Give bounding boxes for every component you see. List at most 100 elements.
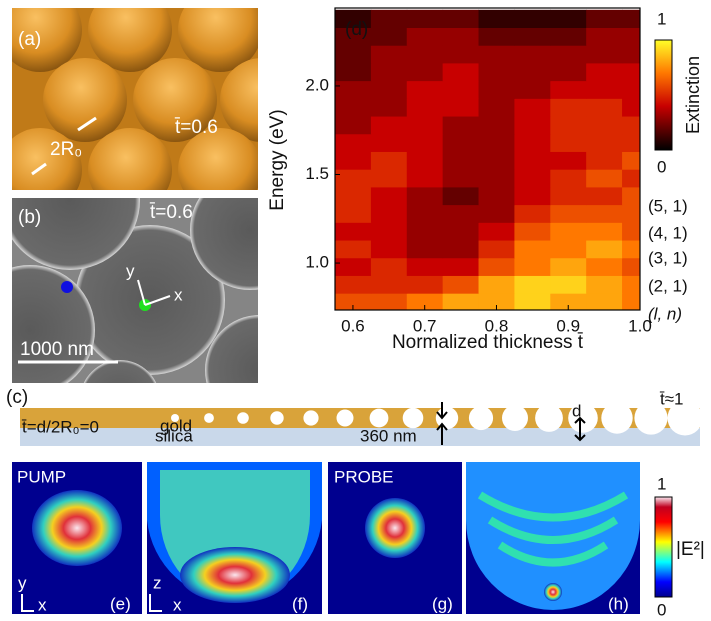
- cell: [514, 134, 550, 152]
- cell: [371, 151, 407, 169]
- void: [303, 410, 318, 425]
- cell: [335, 63, 371, 81]
- mode-label: (4, 1): [648, 223, 688, 242]
- cell: [514, 45, 550, 63]
- cell: [335, 187, 371, 205]
- cell: [550, 10, 586, 28]
- field-map: [32, 490, 122, 566]
- cell: [371, 169, 407, 187]
- cell: [479, 275, 515, 293]
- cell: [514, 275, 550, 293]
- cell: [586, 169, 622, 187]
- cell: [479, 205, 515, 223]
- cell: [586, 275, 622, 293]
- cell: [550, 81, 586, 99]
- cell: [479, 258, 515, 276]
- colorbar: [655, 40, 672, 150]
- axis-label: x: [173, 595, 182, 614]
- void: [436, 407, 458, 429]
- colorbar-label: |E²|: [676, 539, 705, 560]
- field-map: [365, 498, 425, 558]
- cell: [335, 45, 371, 63]
- cell: [407, 81, 443, 99]
- cell: [371, 134, 407, 152]
- cell: [407, 240, 443, 258]
- cell: [371, 240, 407, 258]
- cell: [407, 98, 443, 116]
- panel-label: (e): [110, 594, 131, 613]
- field-map: [544, 583, 562, 601]
- cell: [371, 222, 407, 240]
- cell: [479, 45, 515, 63]
- cell: [335, 169, 371, 187]
- cell: [514, 293, 550, 311]
- x-tick-label: 0.6: [341, 316, 365, 335]
- cell: [443, 63, 479, 81]
- cell: [443, 45, 479, 63]
- cell: [443, 151, 479, 169]
- panel-label: (c): [6, 387, 28, 408]
- cell: [479, 169, 515, 187]
- cell: [443, 169, 479, 187]
- cell: [371, 116, 407, 134]
- cell: [407, 27, 443, 45]
- gold-layer: [20, 408, 700, 428]
- panel-label: (g): [432, 594, 453, 613]
- cell: [550, 222, 586, 240]
- cell: [479, 240, 515, 258]
- cell: [443, 187, 479, 205]
- cell: [586, 45, 622, 63]
- cell: [550, 151, 586, 169]
- field-map: [180, 547, 290, 603]
- cell: [586, 293, 622, 311]
- panel-a-image: [0, 0, 304, 212]
- cell: [514, 116, 550, 134]
- silica-label: silica: [155, 426, 193, 445]
- cell: [371, 258, 407, 276]
- cell: [550, 45, 586, 63]
- void: [337, 410, 354, 427]
- thickness-label: t̄=d/2R₀=0: [21, 417, 99, 436]
- y-tick-label: 1.5: [305, 164, 329, 183]
- x-axis-label: Normalized thickness t̄: [392, 332, 584, 353]
- cell: [514, 81, 550, 99]
- cell: [479, 134, 515, 152]
- cell: [371, 81, 407, 99]
- heatmap: [335, 10, 658, 312]
- cell: [479, 222, 515, 240]
- cell: [514, 10, 550, 28]
- radius-label: 2R₀: [50, 139, 82, 160]
- cell: [514, 205, 550, 223]
- thickness-label: t̄≈1: [659, 389, 683, 408]
- cell: [586, 116, 622, 134]
- cell: [514, 187, 550, 205]
- cell: [371, 45, 407, 63]
- cell: [479, 187, 515, 205]
- thickness-label: t̄=0.6: [174, 117, 217, 138]
- cell: [479, 151, 515, 169]
- cell: [586, 205, 622, 223]
- cell: [443, 258, 479, 276]
- cell: [514, 27, 550, 45]
- cell: [550, 205, 586, 223]
- cell: [335, 258, 371, 276]
- cell: [371, 187, 407, 205]
- cell: [586, 98, 622, 116]
- cell: [479, 10, 515, 28]
- panel-label: (h): [608, 594, 629, 613]
- cell: [335, 81, 371, 99]
- cell: [335, 205, 371, 223]
- cell: [335, 151, 371, 169]
- cell: [443, 293, 479, 311]
- silica-thickness: 360 nm: [360, 426, 417, 445]
- cell: [407, 258, 443, 276]
- cell: [407, 134, 443, 152]
- void: [237, 412, 249, 424]
- cell: [479, 98, 515, 116]
- mode-label: (3, 1): [648, 248, 688, 267]
- cell: [407, 63, 443, 81]
- cell: [407, 10, 443, 28]
- mode-label: (5, 1): [648, 196, 688, 215]
- mode-label: (2, 1): [648, 276, 688, 295]
- panel-label: (b): [18, 207, 41, 228]
